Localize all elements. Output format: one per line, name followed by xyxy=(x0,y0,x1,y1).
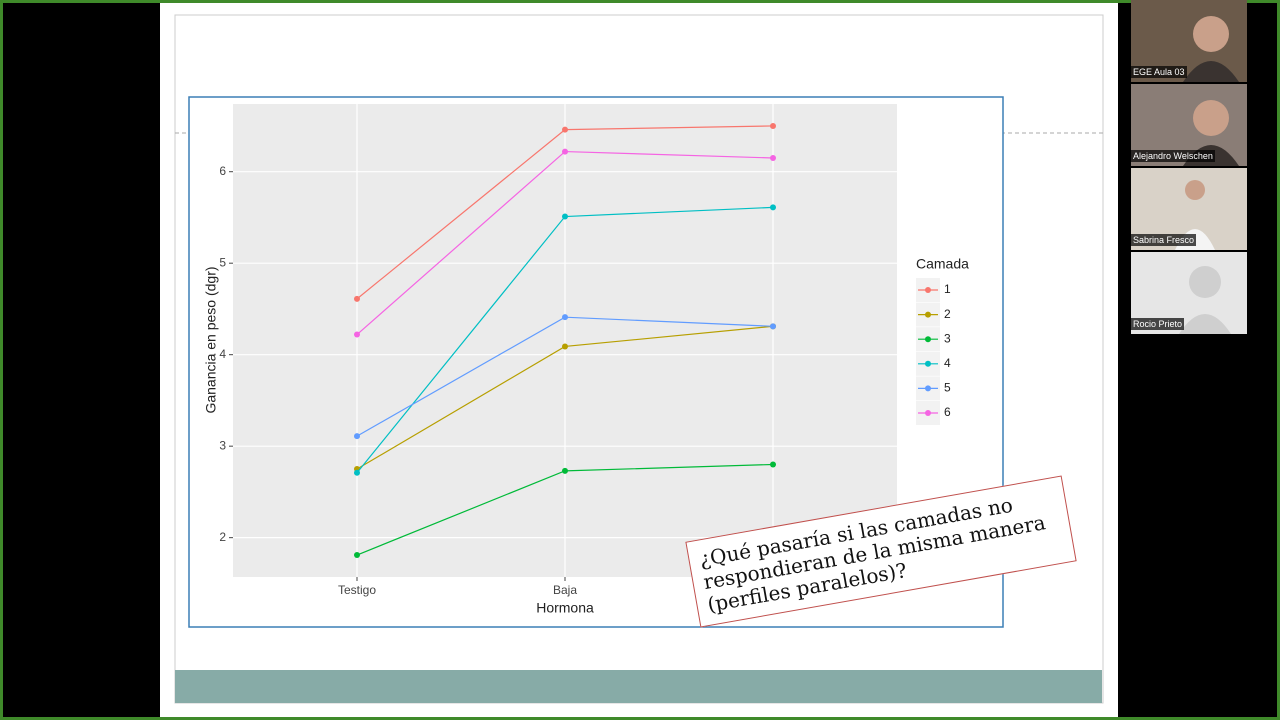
participant-name: Sabrina Fresco xyxy=(1131,234,1197,246)
y-tick-label: 5 xyxy=(219,255,226,269)
legend-marker xyxy=(925,336,931,343)
point xyxy=(770,323,776,330)
point xyxy=(770,461,776,468)
legend-marker xyxy=(925,360,931,367)
point xyxy=(354,552,360,559)
y-axis-label: Ganancia en peso (dgr) xyxy=(203,266,219,413)
legend-label: 5 xyxy=(944,381,951,395)
legend-label: 3 xyxy=(944,331,951,345)
video-tile[interactable]: EGE Aula 03 xyxy=(1131,0,1247,82)
point xyxy=(770,204,776,211)
x-axis-label: Hormona xyxy=(536,600,594,616)
legend-marker xyxy=(925,385,931,392)
legend-marker xyxy=(925,410,931,416)
point xyxy=(354,469,360,476)
point xyxy=(770,154,776,161)
x-tick-label: Testigo xyxy=(338,583,376,597)
slide-footer xyxy=(175,670,1102,703)
participant-name: EGE Aula 03 xyxy=(1131,66,1187,78)
y-tick-label: 2 xyxy=(219,530,226,544)
point xyxy=(562,148,568,155)
avatar xyxy=(1183,16,1239,82)
point xyxy=(562,343,568,350)
video-tile[interactable]: Alejandro Welschen xyxy=(1131,84,1247,166)
point xyxy=(562,467,568,474)
y-tick-label: 6 xyxy=(219,164,226,178)
y-tick-label: 3 xyxy=(219,438,226,452)
participant-name: Rocio Prieto xyxy=(1131,318,1185,330)
chart: Ganancia en peso (dgr) Hormona Camada 2 3… xyxy=(174,14,1104,704)
legend-marker xyxy=(925,311,931,318)
point xyxy=(562,126,568,133)
point xyxy=(562,213,568,220)
video-tile[interactable]: Rocio Prieto xyxy=(1131,252,1247,334)
video-tile[interactable]: Sabrina Fresco xyxy=(1131,168,1247,250)
point xyxy=(354,433,360,440)
participant-name: Alejandro Welschen xyxy=(1131,150,1215,162)
legend-label: 6 xyxy=(944,405,951,419)
point xyxy=(354,295,360,302)
legend-title: Camada xyxy=(916,256,969,272)
x-tick-label: Baja xyxy=(553,583,577,597)
legend-marker xyxy=(925,287,931,293)
legend-label: 1 xyxy=(944,282,951,296)
point xyxy=(770,122,776,129)
avatar xyxy=(1179,266,1231,334)
point xyxy=(354,331,360,338)
legend-label: 4 xyxy=(944,356,951,370)
y-tick-label: 4 xyxy=(219,347,226,361)
point xyxy=(562,314,568,321)
legend-label: 2 xyxy=(944,307,951,321)
